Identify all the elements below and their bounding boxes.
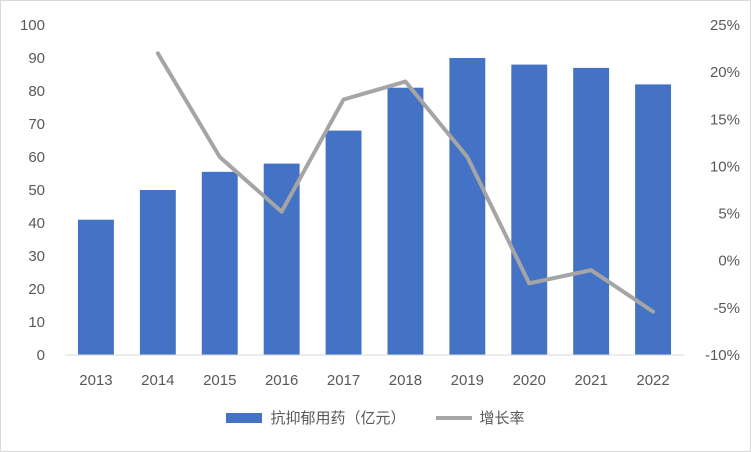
y-right-tick-label: 0% <box>718 253 740 270</box>
y-left-tick-label: 40 <box>28 215 45 232</box>
legend-label-line: 增长率 <box>479 410 525 427</box>
bar-2015 <box>201 171 238 355</box>
bar-2021 <box>573 67 610 356</box>
y-right-tick-label: -10% <box>705 347 740 364</box>
bar-2020 <box>511 64 548 355</box>
y-left-tick-label: 70 <box>28 116 45 133</box>
bar-2018 <box>387 87 424 355</box>
x-tick-label: 2016 <box>265 372 298 389</box>
line-series <box>155 51 656 314</box>
bar-2022 <box>635 84 671 356</box>
bar-2014 <box>139 190 176 355</box>
x-tick-label: 2018 <box>389 372 422 389</box>
x-tick-label: 2015 <box>203 372 236 389</box>
y-right-tick-label: 20% <box>710 64 740 81</box>
y-left-tick-label: 100 <box>20 17 45 34</box>
bar-series <box>78 58 671 356</box>
bar-2019 <box>449 58 486 355</box>
legend-item-line: 增长率 <box>435 407 525 428</box>
x-tick-label: 2019 <box>451 372 484 389</box>
bar-2016 <box>263 163 300 355</box>
y-left-tick-label: 90 <box>28 50 45 67</box>
y-right-tick-label: 15% <box>710 111 740 128</box>
x-tick-label: 2022 <box>636 372 669 389</box>
y-left-tick-label: 20 <box>28 281 45 298</box>
x-tick-label: 2017 <box>327 372 360 389</box>
legend-item-bar: 抗抑郁用药（亿元） <box>226 407 406 428</box>
axes: 2013 2014 2015 2016 2017 2018 2019 2020 2021 2022… <box>20 17 740 389</box>
legend-swatch-line <box>435 415 472 420</box>
growth-rate-line <box>155 51 656 314</box>
bar-2017 <box>325 130 362 355</box>
y-left-tick-label: 30 <box>28 248 45 265</box>
y-right-tick-label: 25% <box>710 17 740 34</box>
legend-swatch-bar <box>226 412 263 423</box>
y-right-tick-label: 5% <box>718 206 740 223</box>
x-tick-label: 2014 <box>141 372 174 389</box>
x-tick-label: 2013 <box>79 372 112 389</box>
x-tick-label: 2021 <box>574 372 607 389</box>
bar-2013 <box>78 219 114 355</box>
x-tick-label: 2020 <box>513 372 546 389</box>
y-left-tick-label: 0 <box>37 347 45 364</box>
y-left-tick-label: 10 <box>28 314 45 331</box>
y-left-tick-label: 80 <box>28 83 45 100</box>
y-right-tick-label: 10% <box>710 158 740 175</box>
y-left-tick-label: 60 <box>28 149 45 166</box>
legend-label-bar: 抗抑郁用药（亿元） <box>270 410 406 427</box>
y-right-tick-label: -5% <box>713 300 740 317</box>
y-left-tick-label: 50 <box>28 182 45 199</box>
legend: 抗抑郁用药（亿元） 增长率 <box>1 407 750 428</box>
